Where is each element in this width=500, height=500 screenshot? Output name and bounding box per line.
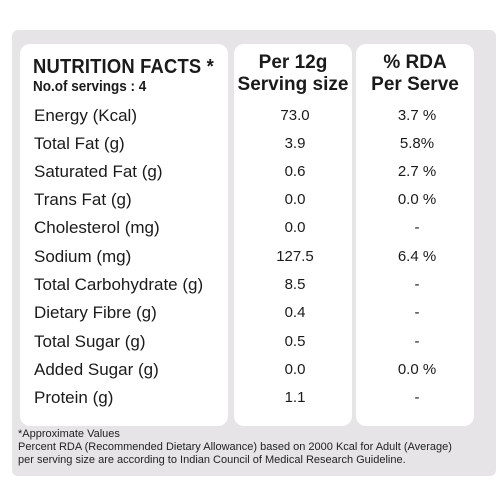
nutrient-row: Total Carbohydrate (g) 8.5 - [0,271,500,299]
footnote-icmr: per serving size are according to Indian… [18,454,406,466]
per-serving-value: 127.5 [276,248,314,265]
per-serving-value: 0.6 [284,163,306,180]
per-serving-value: 3.9 [284,135,306,152]
per-serving-value: 0.5 [284,333,306,350]
per-serving-value: 0.0 [284,361,306,378]
per-serving-column-bg [234,44,352,426]
nutrient-name: Sodium (mg) [34,247,132,266]
per-serving-value: 0.4 [284,304,306,321]
nutrient-name: Dietary Fibre (g) [34,303,157,322]
footnote-rda: Percent RDA (Recommended Dietary Allowan… [18,441,452,453]
rda-value: 6.4 % [397,248,437,265]
nutrient-name: Total Carbohydrate (g) [34,275,204,294]
rda-value: - [414,219,420,236]
nutrient-row: Protein (g) 1.1 - [0,384,500,412]
nutrient-row: Cholesterol (mg) 0.0 - [0,214,500,242]
nutrient-row: Total Fat (g) 3.9 5.8% [0,130,500,158]
per-serving-value: 8.5 [284,276,306,293]
per-serving-value: 1.1 [284,389,306,406]
per-serving-value: 0.0 [284,191,306,208]
rda-value: - [414,304,420,321]
per-serving-header-line1: Per 12g [258,52,328,73]
nutrient-name: Protein (g) [34,388,114,407]
per-serving-value: 0.0 [284,219,306,236]
nutrient-name: Saturated Fat (g) [34,162,163,181]
nutrient-row: Saturated Fat (g) 0.6 2.7 % [0,158,500,186]
rda-header-line2: Per Serve [371,74,459,95]
rda-value: 0.0 % [397,361,437,378]
nutrient-row: Sodium (mg) 127.5 6.4 % [0,243,500,271]
rda-value: 3.7 % [397,107,437,124]
nutrient-row: Added Sugar (g) 0.0 0.0 % [0,356,500,384]
footnote-approximate: *Approximate Values [18,428,120,440]
rda-column-bg [356,44,474,426]
nutrient-name: Added Sugar (g) [34,360,159,379]
nutrient-name: Total Fat (g) [34,134,125,153]
rda-value: - [414,333,420,350]
rda-value: - [414,276,420,293]
rda-value: 2.7 % [397,163,437,180]
per-serving-header-line2: Serving size [237,74,349,95]
nutrient-name: Trans Fat (g) [34,190,132,209]
rda-value: 5.8% [399,135,435,152]
nutrient-name: Total Sugar (g) [34,332,146,351]
servings-count: No.of servings : 4 [33,78,147,95]
rda-value: 0.0 % [397,191,437,208]
nutrient-name: Cholesterol (mg) [34,218,160,237]
rda-header-line1: % RDA [383,52,447,73]
nutrient-row: Trans Fat (g) 0.0 0.0 % [0,186,500,214]
rda-value: - [414,389,420,406]
rda-header: % RDA Per Serve [356,52,474,96]
per-serving-header: Per 12g Serving size [234,52,352,96]
nutrient-row: Energy (Kcal) 73.0 3.7 % [0,102,500,130]
nutrient-name: Energy (Kcal) [34,106,137,125]
table-title: NUTRITION FACTS * [33,56,214,78]
nutrient-column-bg [20,44,228,426]
nutrient-row: Dietary Fibre (g) 0.4 - [0,299,500,327]
per-serving-value: 73.0 [280,107,310,124]
nutrient-row: Total Sugar (g) 0.5 - [0,328,500,356]
